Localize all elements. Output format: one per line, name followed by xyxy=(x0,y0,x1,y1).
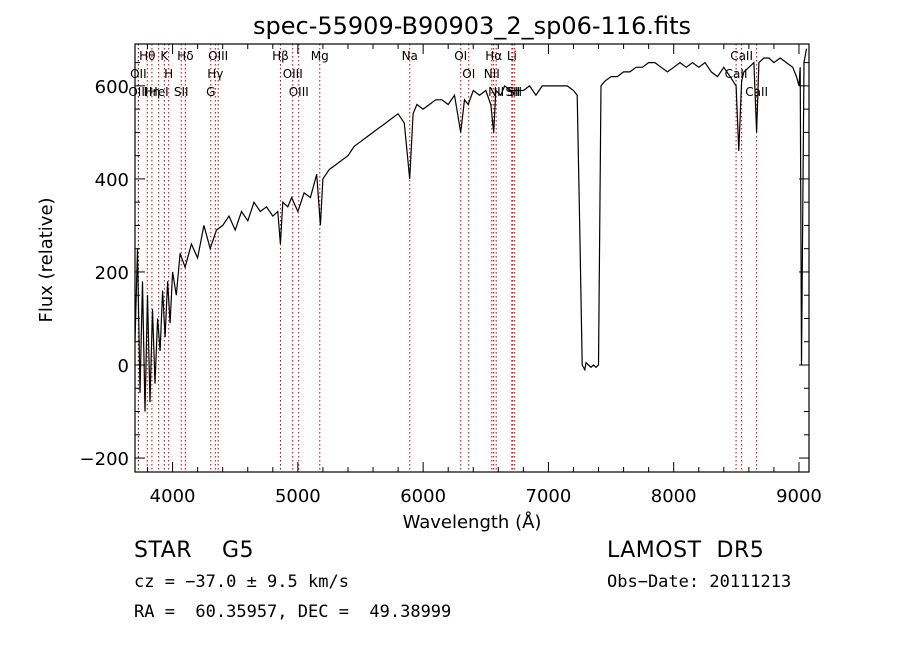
y-tick-label-1: 0 xyxy=(118,356,129,377)
y-tick-label-4: 600 xyxy=(95,77,129,98)
plot-frame xyxy=(134,43,810,473)
line-marker-label-8: SII xyxy=(174,85,189,99)
line-marker-label-24: SII xyxy=(507,85,522,99)
x-tick-label-3: 7000 xyxy=(526,486,572,507)
survey-release-text: LAMOST DR5 xyxy=(607,538,765,563)
line-marker-label-0: Hθ xyxy=(139,49,155,63)
line-marker-label-27: CaII xyxy=(745,85,768,99)
line-marker-label-20: NII xyxy=(484,67,500,81)
line-marker-label-22: SII xyxy=(505,85,520,99)
line-marker-label-1: OII xyxy=(130,67,147,81)
y-tick-label-2: 200 xyxy=(95,263,129,284)
line-marker-label-23: Li xyxy=(507,49,517,63)
line-marker-label-25: CaII xyxy=(730,49,753,63)
line-marker-label-15: Mg xyxy=(311,49,329,63)
spectrum-series-line xyxy=(134,48,808,412)
x-axis: 4000 5000 6000 7000 8000 9000 xyxy=(147,44,822,507)
line-marker-label-19: Hα xyxy=(485,49,502,63)
line-marker-label-2: OIII xyxy=(128,85,148,99)
observation-date-text: Obs−Date: 20111213 xyxy=(607,572,792,592)
spectral-line-markers xyxy=(137,44,758,472)
line-marker-label-12: Hβ xyxy=(272,49,289,63)
line-marker-label-3: K xyxy=(160,49,169,63)
line-marker-label-5: Hη xyxy=(144,85,161,99)
x-tick-label-0: 4000 xyxy=(150,486,196,507)
y-tick-label-3: 400 xyxy=(95,170,129,191)
line-marker-label-18: OI xyxy=(462,67,475,81)
line-marker-label-14: OIII xyxy=(289,85,309,99)
chart-title: spec-55909-B90903_2_sp06-116.fits xyxy=(253,12,691,40)
x-tick-label-4: 8000 xyxy=(651,486,697,507)
line-marker-label-9: OIII xyxy=(208,49,228,63)
coordinates-text: RA = 60.35957, DEC = 49.38999 xyxy=(134,602,452,622)
object-class-text: STAR G5 xyxy=(134,538,255,563)
x-axis-label: Wavelength (Å) xyxy=(403,511,542,533)
line-marker-label-16: Na xyxy=(402,49,418,63)
line-marker-label-17: OI xyxy=(454,49,467,63)
x-tick-label-2: 6000 xyxy=(400,486,446,507)
line-marker-label-6: H xyxy=(164,67,173,81)
x-tick-label-1: 5000 xyxy=(275,486,321,507)
y-axis-label: Flux (relative) xyxy=(36,197,57,322)
line-marker-label-11: G xyxy=(206,85,215,99)
line-marker-label-4: HeI xyxy=(149,85,169,99)
y-tick-label-0: −200 xyxy=(80,449,129,470)
line-marker-label-7: Hδ xyxy=(177,49,193,63)
line-marker-label-10: Hγ xyxy=(207,67,223,81)
y-axis: −200 0 200 400 600 xyxy=(80,62,809,470)
redshift-velocity-text: cz = −37.0 ± 9.5 km/s xyxy=(134,572,349,592)
x-tick-label-5: 9000 xyxy=(776,486,822,507)
line-marker-label-13: OIII xyxy=(283,67,303,81)
